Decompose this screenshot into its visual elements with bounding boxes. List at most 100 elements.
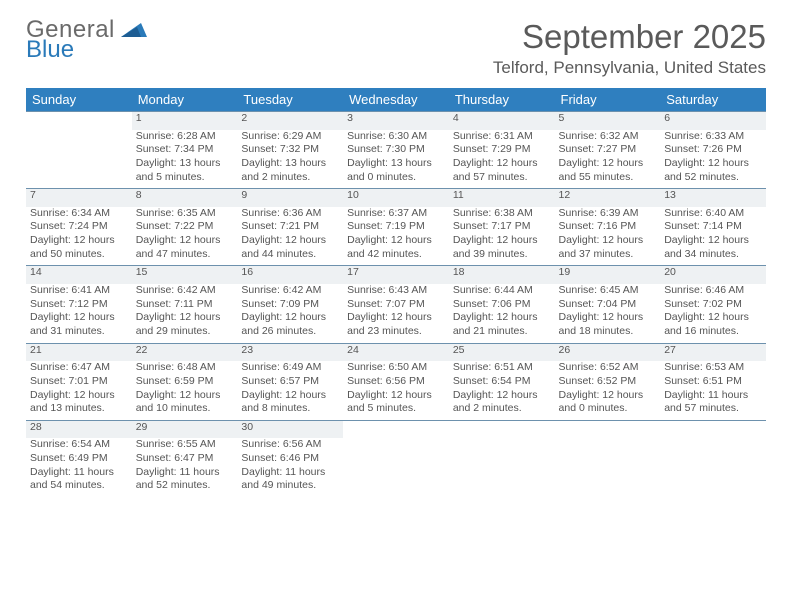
daylight-text: Daylight: 11 hours and 49 minutes.: [241, 466, 339, 493]
calendar-table: SundayMondayTuesdayWednesdayThursdayFrid…: [26, 88, 766, 497]
weekday-header: Saturday: [660, 88, 766, 112]
sunset-text: Sunset: 7:17 PM: [453, 220, 551, 234]
sunset-text: Sunset: 6:57 PM: [241, 375, 339, 389]
day-details-cell: [343, 438, 449, 497]
weekday-header: Thursday: [449, 88, 555, 112]
day-number-cell: 24: [343, 343, 449, 361]
day-details-cell: Sunrise: 6:43 AMSunset: 7:07 PMDaylight:…: [343, 284, 449, 343]
sunset-text: Sunset: 6:51 PM: [664, 375, 762, 389]
sunset-text: Sunset: 7:14 PM: [664, 220, 762, 234]
sunrise-text: Sunrise: 6:52 AM: [559, 361, 657, 375]
day-number-cell: 7: [26, 189, 132, 207]
day-number-cell: 4: [449, 112, 555, 130]
day-number-cell: 29: [132, 420, 238, 438]
day-number-cell: 3: [343, 112, 449, 130]
daylight-text: Daylight: 11 hours and 54 minutes.: [30, 466, 128, 493]
daylight-text: Daylight: 13 hours and 2 minutes.: [241, 157, 339, 184]
daylight-text: Daylight: 12 hours and 42 minutes.: [347, 234, 445, 261]
day-details-cell: Sunrise: 6:40 AMSunset: 7:14 PMDaylight:…: [660, 207, 766, 266]
day-number-cell: 15: [132, 266, 238, 284]
sunset-text: Sunset: 7:34 PM: [136, 143, 234, 157]
day-number-cell: [26, 112, 132, 130]
day-number-cell: 21: [26, 343, 132, 361]
daylight-text: Daylight: 12 hours and 34 minutes.: [664, 234, 762, 261]
sunrise-text: Sunrise: 6:34 AM: [30, 207, 128, 221]
day-details-cell: [555, 438, 661, 497]
day-number-cell: 11: [449, 189, 555, 207]
day-number-cell: [449, 420, 555, 438]
weekday-header: Wednesday: [343, 88, 449, 112]
day-number-cell: 27: [660, 343, 766, 361]
daylight-text: Daylight: 12 hours and 18 minutes.: [559, 311, 657, 338]
day-details-cell: Sunrise: 6:42 AMSunset: 7:09 PMDaylight:…: [237, 284, 343, 343]
sunset-text: Sunset: 6:59 PM: [136, 375, 234, 389]
day-number-cell: 26: [555, 343, 661, 361]
sunrise-text: Sunrise: 6:36 AM: [241, 207, 339, 221]
day-number-cell: 5: [555, 112, 661, 130]
day-number-cell: 14: [26, 266, 132, 284]
day-number-cell: 1: [132, 112, 238, 130]
day-number-cell: 20: [660, 266, 766, 284]
day-number-cell: 6: [660, 112, 766, 130]
day-number-cell: 2: [237, 112, 343, 130]
sunset-text: Sunset: 7:07 PM: [347, 298, 445, 312]
sunset-text: Sunset: 7:27 PM: [559, 143, 657, 157]
weekday-header: Tuesday: [237, 88, 343, 112]
sunset-text: Sunset: 7:09 PM: [241, 298, 339, 312]
daylight-text: Daylight: 12 hours and 44 minutes.: [241, 234, 339, 261]
daylight-text: Daylight: 12 hours and 57 minutes.: [453, 157, 551, 184]
sunrise-text: Sunrise: 6:33 AM: [664, 130, 762, 144]
logo-triangle-icon: [119, 24, 147, 41]
daylight-text: Daylight: 12 hours and 10 minutes.: [136, 389, 234, 416]
sunrise-text: Sunrise: 6:48 AM: [136, 361, 234, 375]
sunrise-text: Sunrise: 6:40 AM: [664, 207, 762, 221]
daylight-text: Daylight: 12 hours and 37 minutes.: [559, 234, 657, 261]
day-details-cell: Sunrise: 6:35 AMSunset: 7:22 PMDaylight:…: [132, 207, 238, 266]
day-details-cell: Sunrise: 6:34 AMSunset: 7:24 PMDaylight:…: [26, 207, 132, 266]
day-number-cell: 22: [132, 343, 238, 361]
daylight-text: Daylight: 12 hours and 5 minutes.: [347, 389, 445, 416]
daylight-text: Daylight: 12 hours and 8 minutes.: [241, 389, 339, 416]
day-number-cell: 28: [26, 420, 132, 438]
day-number-cell: 8: [132, 189, 238, 207]
day-number-cell: 17: [343, 266, 449, 284]
day-details-cell: Sunrise: 6:51 AMSunset: 6:54 PMDaylight:…: [449, 361, 555, 420]
sunset-text: Sunset: 7:12 PM: [30, 298, 128, 312]
daylight-text: Daylight: 12 hours and 50 minutes.: [30, 234, 128, 261]
daylight-text: Daylight: 12 hours and 23 minutes.: [347, 311, 445, 338]
daylight-text: Daylight: 12 hours and 29 minutes.: [136, 311, 234, 338]
day-number-cell: 25: [449, 343, 555, 361]
day-number-cell: 9: [237, 189, 343, 207]
day-number-cell: 12: [555, 189, 661, 207]
day-number-cell: 13: [660, 189, 766, 207]
header: General Blue September 2025 Telford, Pen…: [26, 18, 766, 78]
sunset-text: Sunset: 7:29 PM: [453, 143, 551, 157]
sunrise-text: Sunrise: 6:29 AM: [241, 130, 339, 144]
sunrise-text: Sunrise: 6:30 AM: [347, 130, 445, 144]
daylight-text: Daylight: 13 hours and 5 minutes.: [136, 157, 234, 184]
daylight-text: Daylight: 12 hours and 13 minutes.: [30, 389, 128, 416]
sunrise-text: Sunrise: 6:44 AM: [453, 284, 551, 298]
daylight-text: Daylight: 12 hours and 21 minutes.: [453, 311, 551, 338]
sunset-text: Sunset: 7:24 PM: [30, 220, 128, 234]
day-details-cell: Sunrise: 6:44 AMSunset: 7:06 PMDaylight:…: [449, 284, 555, 343]
day-number-cell: 10: [343, 189, 449, 207]
sunset-text: Sunset: 7:16 PM: [559, 220, 657, 234]
sunset-text: Sunset: 6:52 PM: [559, 375, 657, 389]
sunset-text: Sunset: 6:46 PM: [241, 452, 339, 466]
sunrise-text: Sunrise: 6:50 AM: [347, 361, 445, 375]
sunset-text: Sunset: 7:11 PM: [136, 298, 234, 312]
day-number-cell: [555, 420, 661, 438]
sunrise-text: Sunrise: 6:28 AM: [136, 130, 234, 144]
sunrise-text: Sunrise: 6:43 AM: [347, 284, 445, 298]
sunset-text: Sunset: 7:21 PM: [241, 220, 339, 234]
sunrise-text: Sunrise: 6:39 AM: [559, 207, 657, 221]
day-details-cell: Sunrise: 6:30 AMSunset: 7:30 PMDaylight:…: [343, 130, 449, 189]
day-details-cell: Sunrise: 6:39 AMSunset: 7:16 PMDaylight:…: [555, 207, 661, 266]
sunset-text: Sunset: 7:01 PM: [30, 375, 128, 389]
sunrise-text: Sunrise: 6:46 AM: [664, 284, 762, 298]
day-details-cell: Sunrise: 6:55 AMSunset: 6:47 PMDaylight:…: [132, 438, 238, 497]
calendar-header-row: SundayMondayTuesdayWednesdayThursdayFrid…: [26, 88, 766, 112]
day-details-cell: Sunrise: 6:28 AMSunset: 7:34 PMDaylight:…: [132, 130, 238, 189]
day-details-cell: Sunrise: 6:31 AMSunset: 7:29 PMDaylight:…: [449, 130, 555, 189]
